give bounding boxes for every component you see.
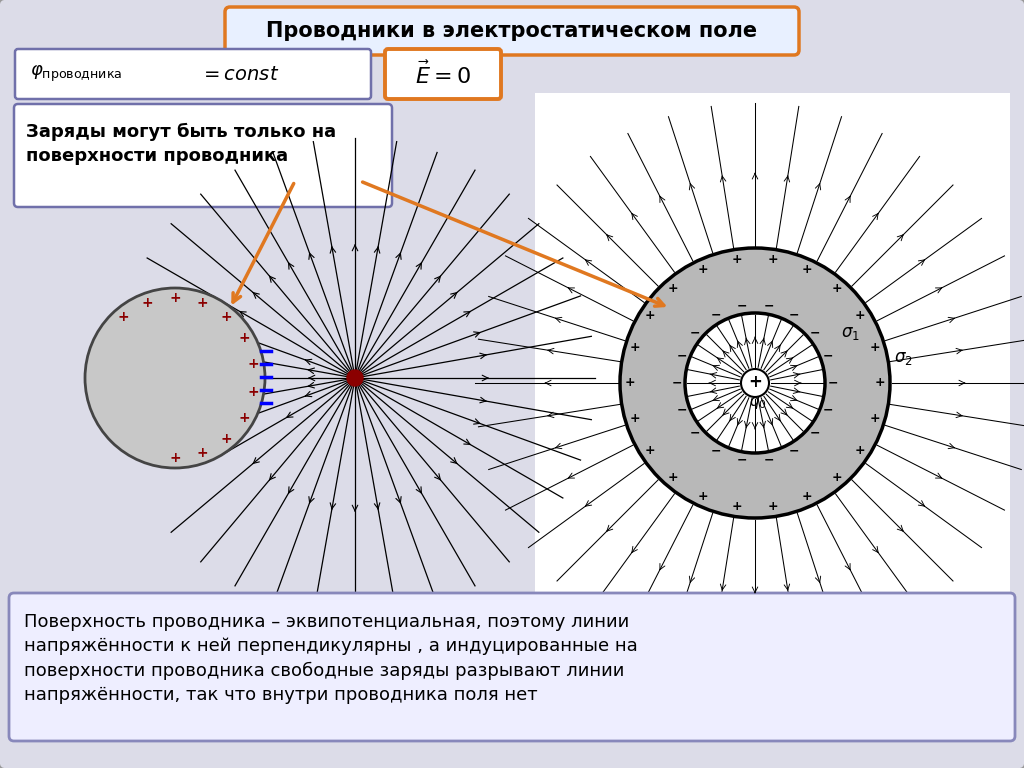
Text: +: + xyxy=(197,446,208,460)
Text: $= \mathit{const}$: $= \mathit{const}$ xyxy=(200,65,280,84)
Text: −: − xyxy=(810,326,820,339)
Text: +: + xyxy=(625,376,635,389)
Text: +: + xyxy=(668,471,679,484)
Text: +: + xyxy=(869,412,881,425)
Text: −: − xyxy=(736,453,746,466)
Text: +: + xyxy=(630,341,640,354)
FancyBboxPatch shape xyxy=(385,49,501,99)
Text: −: − xyxy=(823,403,834,416)
Text: −: − xyxy=(736,300,746,313)
Circle shape xyxy=(685,313,825,453)
Text: $\varphi_{\rm проводника}$: $\varphi_{\rm проводника}$ xyxy=(30,64,122,84)
Text: +: + xyxy=(732,500,742,513)
Text: +: + xyxy=(118,310,129,324)
Text: +: + xyxy=(831,282,842,295)
Text: −: − xyxy=(827,376,839,389)
Text: $\sigma_2$: $\sigma_2$ xyxy=(894,349,912,367)
Text: +: + xyxy=(239,331,250,345)
Circle shape xyxy=(85,288,265,468)
Text: +: + xyxy=(248,357,260,371)
Text: +: + xyxy=(248,385,260,399)
Text: +: + xyxy=(767,500,778,513)
Text: +: + xyxy=(697,490,709,503)
FancyBboxPatch shape xyxy=(535,93,1010,623)
Text: +: + xyxy=(802,490,812,503)
Text: +: + xyxy=(831,471,842,484)
Text: +: + xyxy=(220,310,232,324)
Text: +: + xyxy=(142,296,154,310)
FancyBboxPatch shape xyxy=(15,49,371,99)
Text: $\vec{E} = 0$: $\vec{E} = 0$ xyxy=(415,61,471,88)
Text: +: + xyxy=(855,309,865,322)
FancyBboxPatch shape xyxy=(225,7,799,55)
Text: −: − xyxy=(677,349,687,362)
Text: −: − xyxy=(711,444,721,457)
Text: +: + xyxy=(767,253,778,266)
Text: +: + xyxy=(869,341,881,354)
FancyBboxPatch shape xyxy=(14,104,392,207)
Text: −: − xyxy=(763,453,774,466)
Text: +: + xyxy=(644,444,655,457)
Text: −: − xyxy=(711,309,721,322)
Text: +: + xyxy=(169,291,181,305)
Text: +: + xyxy=(239,411,250,425)
Circle shape xyxy=(347,370,362,386)
Text: −: − xyxy=(810,427,820,439)
Text: +: + xyxy=(197,296,208,310)
Text: +: + xyxy=(732,253,742,266)
Text: Поверхность проводника – эквипотенциальная, поэтому линии
напряжённости к ней пе: Поверхность проводника – эквипотенциальн… xyxy=(24,613,638,704)
Text: +: + xyxy=(749,373,762,391)
Text: −: − xyxy=(677,403,687,416)
FancyBboxPatch shape xyxy=(9,593,1015,741)
Text: +: + xyxy=(169,451,181,465)
Text: +: + xyxy=(644,309,655,322)
Text: −: − xyxy=(788,309,800,322)
Text: Проводники в электростатическом поле: Проводники в электростатическом поле xyxy=(266,21,758,41)
Text: −: − xyxy=(690,326,700,339)
Text: $q_0$: $q_0$ xyxy=(750,395,767,411)
Text: +: + xyxy=(874,376,886,389)
Text: +: + xyxy=(220,432,232,446)
Circle shape xyxy=(620,248,890,518)
Text: Заряды могут быть только на
поверхности проводника: Заряды могут быть только на поверхности … xyxy=(26,123,336,165)
Text: +: + xyxy=(802,263,812,276)
Text: −: − xyxy=(763,300,774,313)
Text: +: + xyxy=(668,282,679,295)
Text: +: + xyxy=(697,263,709,276)
Text: −: − xyxy=(690,427,700,439)
Text: $\sigma_1$: $\sigma_1$ xyxy=(841,324,859,342)
Circle shape xyxy=(741,369,769,397)
Text: +: + xyxy=(630,412,640,425)
Text: −: − xyxy=(823,349,834,362)
Text: +: + xyxy=(855,444,865,457)
Text: −: − xyxy=(672,376,682,389)
Text: −: − xyxy=(788,444,800,457)
